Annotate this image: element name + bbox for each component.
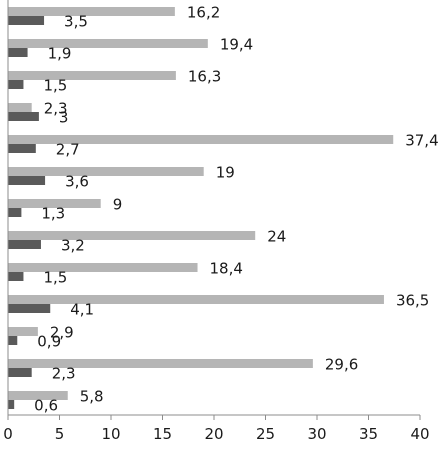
- data-label-series-1: 9: [113, 196, 123, 214]
- bar-series-2: [8, 48, 28, 57]
- data-label-series-1: 5,8: [80, 388, 104, 406]
- data-label-series-2: 1,5: [43, 269, 67, 287]
- bar-series-1: [8, 71, 176, 80]
- data-label-series-1: 16,2: [187, 4, 220, 22]
- bar-series-2: [8, 208, 22, 217]
- data-label-series-1: 36,5: [396, 292, 429, 310]
- x-tick-label: 10: [101, 425, 120, 443]
- bar-series-2: [8, 400, 15, 409]
- x-tick-label: 5: [55, 425, 65, 443]
- data-label-series-1: 24: [267, 228, 286, 246]
- x-tick-label: 30: [307, 425, 326, 443]
- bar-series-1: [8, 327, 38, 336]
- bar-series-1: [8, 391, 68, 400]
- x-tick-label: 0: [3, 425, 13, 443]
- data-label-series-2: 3: [59, 109, 69, 127]
- bar-series-2: [8, 16, 45, 25]
- data-label-series-2: 0,6: [34, 397, 58, 415]
- bar-series-2: [8, 304, 51, 313]
- bar-series-2: [8, 336, 18, 345]
- bar-series-1: [8, 231, 256, 240]
- bar-series-2: [8, 368, 32, 377]
- data-label-series-1: 37,4: [405, 132, 438, 150]
- data-label-series-2: 0,9: [37, 333, 61, 351]
- x-tick-label: 15: [153, 425, 172, 443]
- bar-series-2: [8, 144, 36, 153]
- data-label-series-1: 16,3: [188, 68, 221, 86]
- data-label-series-2: 3,2: [61, 237, 85, 255]
- data-label-series-1: 19: [216, 164, 235, 182]
- bar-series-1: [8, 263, 198, 272]
- data-label-series-1: 18,4: [210, 260, 243, 278]
- data-label-series-1: 29,6: [325, 356, 358, 374]
- x-tick-label: 20: [204, 425, 223, 443]
- bar-series-1: [8, 135, 394, 144]
- data-label-series-1: 19,4: [220, 36, 253, 54]
- data-label-series-2: 4,1: [70, 301, 94, 319]
- x-tick-label: 40: [410, 425, 429, 443]
- data-label-series-2: 3,6: [65, 173, 89, 191]
- x-tick-label: 25: [256, 425, 275, 443]
- x-tick-label: 35: [359, 425, 378, 443]
- bar-series-2: [8, 176, 46, 185]
- bar-series-1: [8, 295, 384, 304]
- bar-series-2: [8, 240, 41, 249]
- data-label-series-2: 2,7: [56, 141, 80, 159]
- bar-series-2: [8, 272, 24, 281]
- data-label-series-2: 2,3: [52, 365, 76, 383]
- data-label-series-2: 3,5: [64, 13, 88, 31]
- data-label-series-1: 2,9: [50, 324, 74, 342]
- bar-series-2: [8, 80, 24, 89]
- x-axis: 0 5 10 15 20 25 30 35 40: [3, 0, 430, 443]
- bar-series-1: [8, 39, 208, 48]
- bar-series-1: [8, 199, 101, 208]
- bars-layer: 16,23,519,41,916,31,52,3337,42,7193,691,…: [8, 4, 439, 415]
- bar-series-1: [8, 167, 204, 176]
- bar-series-1: [8, 359, 313, 368]
- bar-series-2: [8, 112, 39, 121]
- data-label-series-2: 1,5: [43, 77, 67, 95]
- data-label-series-2: 1,9: [48, 45, 72, 63]
- bar-series-1: [8, 103, 32, 112]
- data-label-series-2: 1,3: [41, 205, 65, 223]
- data-label-series-1: 2,3: [44, 100, 68, 118]
- bar-series-1: [8, 7, 175, 16]
